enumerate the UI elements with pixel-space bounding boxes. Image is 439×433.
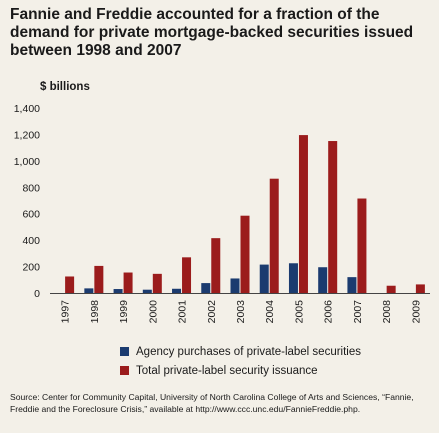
y-tick-label: 1,200: [14, 129, 40, 141]
legend-entry-total: Total private-label security issuance: [120, 361, 361, 380]
x-tick-label-2006: 2006: [323, 300, 335, 324]
x-tick-label-2000: 2000: [147, 300, 159, 324]
bar-agency-2001: [172, 288, 182, 293]
bar-total-1997: [65, 276, 75, 293]
bar-total-2003: [240, 215, 250, 293]
source-note: Source: Center for Community Capital, Un…: [10, 392, 414, 414]
legend-label-total: Total private-label security issuance: [136, 364, 318, 377]
x-tick-label-2003: 2003: [235, 300, 247, 324]
bar-total-2000: [152, 273, 162, 293]
x-tick-label-2001: 2001: [177, 300, 189, 324]
y-tick-label: 1,000: [14, 156, 40, 168]
bar-agency-2006: [318, 267, 328, 293]
x-tick-label-2008: 2008: [381, 300, 393, 324]
bar-total-2008: [386, 285, 396, 293]
y-tick-label: 600: [22, 209, 40, 221]
bar-total-1999: [123, 272, 133, 293]
bar-agency-2003: [230, 278, 240, 293]
bar-total-2005: [298, 135, 308, 293]
y-tick-label: 1,400: [14, 103, 40, 115]
bar-total-2009: [415, 284, 425, 293]
x-tick-label-1998: 1998: [89, 300, 101, 324]
x-tick-label-1999: 1999: [118, 300, 130, 324]
bar-agency-2005: [288, 263, 298, 293]
bar-agency-1998: [84, 288, 94, 293]
bar-agency-2007: [347, 277, 357, 293]
y-tick-label: 200: [22, 262, 40, 274]
bar-agency-2004: [259, 264, 269, 293]
chart-legend: Agency purchases of private-label securi…: [120, 342, 361, 380]
x-tick-label-2002: 2002: [206, 300, 218, 324]
bar-agency-2000: [142, 289, 152, 293]
legend-swatch-agency: [120, 347, 129, 356]
x-tick-label-2004: 2004: [264, 300, 276, 324]
y-axis-unit-label: $ billions: [40, 81, 90, 93]
x-tick-label-2005: 2005: [293, 300, 305, 324]
legend-label-agency: Agency purchases of private-label securi…: [136, 345, 362, 358]
bar-total-2001: [182, 257, 192, 293]
x-tick-label-2009: 2009: [410, 300, 422, 324]
bar-total-2007: [357, 198, 367, 293]
legend-swatch-total: [120, 366, 129, 375]
legend-entry-agency: Agency purchases of private-label securi…: [120, 342, 361, 361]
bar-total-1998: [94, 265, 104, 293]
bar-total-2006: [328, 141, 338, 293]
bar-agency-2002: [201, 283, 211, 293]
chart-title: Fannie and Freddie accounted for a fract…: [10, 6, 414, 59]
bar-agency-1999: [113, 289, 123, 293]
x-tick-label-2007: 2007: [352, 300, 364, 324]
y-tick-label: 800: [22, 182, 40, 194]
y-tick-label: 400: [22, 235, 40, 247]
x-tick-label-1997: 1997: [60, 300, 72, 324]
y-tick-label: 0: [34, 288, 40, 300]
bar-total-2004: [269, 178, 279, 293]
bar-total-2002: [211, 238, 221, 293]
